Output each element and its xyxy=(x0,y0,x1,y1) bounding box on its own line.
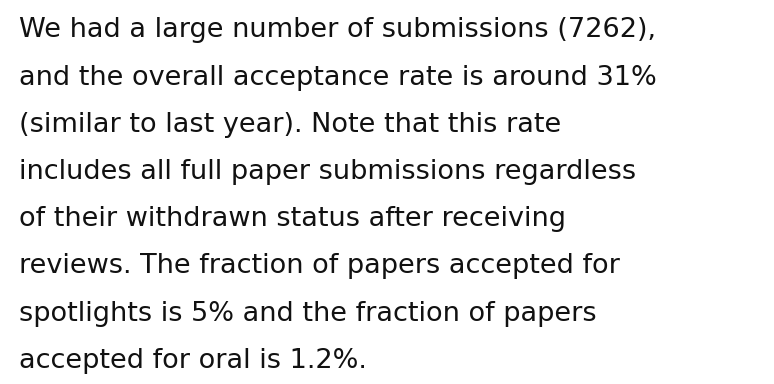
Text: of their withdrawn status after receiving: of their withdrawn status after receivin… xyxy=(19,206,567,232)
Text: (similar to last year). Note that this rate: (similar to last year). Note that this r… xyxy=(19,112,562,138)
Text: spotlights is 5% and the fraction of papers: spotlights is 5% and the fraction of pap… xyxy=(19,301,597,327)
Text: We had a large number of submissions (7262),: We had a large number of submissions (72… xyxy=(19,17,656,43)
Text: reviews. The fraction of papers accepted for: reviews. The fraction of papers accepted… xyxy=(19,253,620,280)
Text: includes all full paper submissions regardless: includes all full paper submissions rega… xyxy=(19,159,636,185)
Text: accepted for oral is 1.2%.: accepted for oral is 1.2%. xyxy=(19,348,367,374)
Text: and the overall acceptance rate is around 31%: and the overall acceptance rate is aroun… xyxy=(19,65,657,91)
